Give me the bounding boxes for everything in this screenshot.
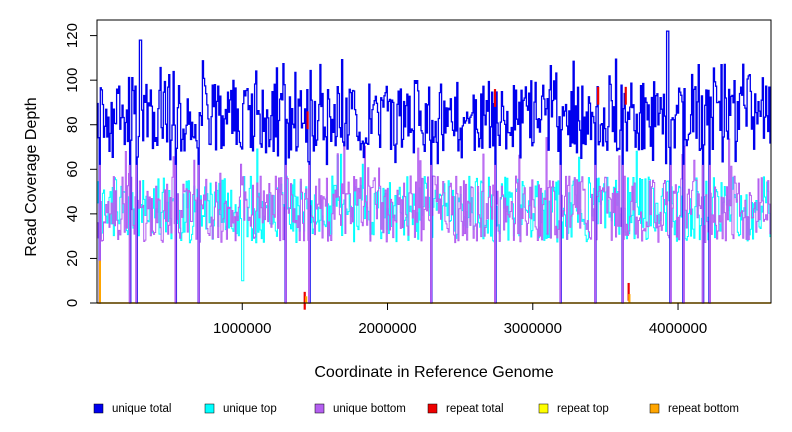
legend-swatch xyxy=(93,403,104,414)
legend-swatch xyxy=(314,403,325,414)
legend-item: repeat bottom xyxy=(649,403,739,415)
legend-swatch xyxy=(204,403,215,414)
x-axis-title: Coordinate in Reference Genome xyxy=(314,364,553,381)
series-unique-bottom xyxy=(97,137,771,304)
legend-swatch xyxy=(427,403,438,414)
legend-label: unique bottom xyxy=(333,403,406,415)
legend-item: unique bottom xyxy=(314,403,406,415)
legend-label: repeat total xyxy=(446,403,504,415)
legend-label: repeat bottom xyxy=(668,403,739,415)
x-tick-label: 1000000 xyxy=(213,320,271,337)
y-tick-label: 20 xyxy=(64,250,81,267)
legend-item: unique top xyxy=(204,403,277,415)
legend-swatch xyxy=(649,403,660,414)
x-tick-label: 2000000 xyxy=(358,320,416,337)
y-tick-label: 60 xyxy=(64,161,81,178)
legend-item: unique total xyxy=(93,403,171,415)
x-axis: 1000000 2000000 3000000 4000000 xyxy=(213,302,707,337)
legend-label: unique total xyxy=(112,403,171,415)
y-axis-title: Read Coverage Depth xyxy=(23,97,40,256)
series-unique-top xyxy=(97,148,771,304)
legend-label: unique top xyxy=(223,403,277,415)
y-tick-label: 100 xyxy=(64,68,81,93)
x-tick-label: 3000000 xyxy=(504,320,562,337)
legend-label: repeat top xyxy=(557,403,609,415)
y-tick-label: 40 xyxy=(64,206,81,223)
legend-item: repeat total xyxy=(427,403,504,415)
y-axis: 0 20 40 60 80 100 120 xyxy=(64,23,98,307)
legend-item: repeat top xyxy=(538,403,609,415)
series-layer xyxy=(97,30,771,310)
legend: unique total unique top unique bottom repea… xyxy=(93,403,739,415)
y-tick-label: 0 xyxy=(64,299,81,307)
legend-swatch xyxy=(538,403,549,414)
x-tick-label: 4000000 xyxy=(649,320,707,337)
y-tick-label: 120 xyxy=(64,23,81,48)
series-unique-total xyxy=(97,30,771,304)
y-tick-label: 80 xyxy=(64,116,81,133)
